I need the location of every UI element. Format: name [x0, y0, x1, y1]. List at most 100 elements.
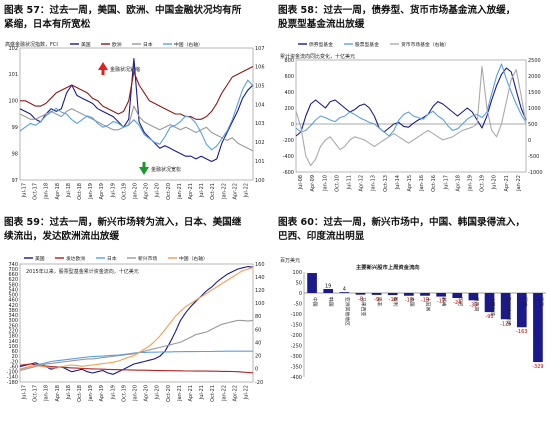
- chart-57-xtick-18: Jan-22: [221, 183, 227, 200]
- figure-57-title-line-2: 紧缩，日本有所宽松: [4, 19, 91, 30]
- chart-59-xtick-3: Apr-18: [55, 385, 61, 402]
- chart-59-ytick-left-8: 140: [8, 339, 18, 345]
- chart-59-xtick-13: Oct-20: [166, 385, 172, 402]
- chart-57-ytick-left-4: 101: [8, 72, 18, 78]
- figure-59: 图表 59：过去一周，新兴市场转为流入，日本、美国继 续流出，发达欧洲流出放缓 …: [0, 212, 272, 423]
- chart-58-ytick-left-5: 400: [284, 90, 294, 96]
- chart-60-ytick-9: 50: [296, 280, 302, 286]
- chart-58-ytick-left-3: 0: [291, 122, 294, 128]
- chart-60-ytick-7: -50: [294, 301, 302, 307]
- chart-59-ytick-left-21: 660: [8, 272, 18, 278]
- chart-60-bar-1: [323, 289, 334, 293]
- chart-59-xtick-1: Oct-17: [33, 385, 39, 402]
- chart-59-ytick-left-5: 20: [12, 354, 18, 360]
- chart-57-tight-arrow-icon: [98, 62, 108, 70]
- figure-59-title-line-2: 续流出，发达欧洲流出放缓: [4, 231, 120, 242]
- chart-59-ytick-left-4: -20: [10, 359, 18, 365]
- chart-60-ytick-6: -100: [291, 312, 302, 318]
- chart-60-chart-title: 主要新兴股市上周资金流向: [356, 263, 420, 271]
- chart-59-ytick-left-19: 580: [8, 282, 18, 288]
- chart-60-ylabel: 百万美元: [280, 257, 300, 264]
- chart-58-xtick-17: Apr-21: [504, 175, 510, 192]
- figure-60-title-line-1: 图表 60：过去一周，新兴市场中，中国、韩国录得流入，: [278, 217, 525, 228]
- chart-57-legend-label-2: 日本: [143, 41, 153, 48]
- chart-60-bar-7: [420, 293, 430, 296]
- chart-58-ytick-left-2: -200: [283, 138, 294, 144]
- chart-59-legend-label-3: 新兴市场: [138, 255, 157, 262]
- chart-58-ytick-right-7: 2500: [528, 58, 541, 64]
- chart-59-ylabel: 2015年以来，股票型基金累计资金流向，十亿美元: [26, 268, 139, 275]
- chart-59-ytick-right-7: 120: [255, 288, 265, 294]
- chart-57-xtick-9: Oct-19: [121, 183, 127, 200]
- chart-59-series-3-line: [19, 319, 254, 372]
- chart-58-xtick-7: Oct-13: [383, 175, 389, 192]
- chart-59-ytick-right-0: -20: [255, 380, 263, 386]
- chart-60-bar-5: [387, 293, 398, 296]
- chart-60-ytick-2: -300: [291, 354, 302, 360]
- chart-59-xtick-17: Oct-21: [210, 385, 216, 402]
- chart-59-legend-label-4: 中国（右轴）: [179, 255, 208, 262]
- chart-57-ytick-right-3: 103: [255, 121, 265, 127]
- chart-58-xtick-1: Apr-09: [310, 175, 316, 192]
- chart-57-xtick-11: Apr-20: [144, 183, 150, 200]
- chart-57-ytick-right-7: 107: [255, 46, 265, 52]
- chart-59-ytick-left-15: 420: [8, 303, 18, 309]
- chart-60-category-0: 中国: [312, 297, 319, 307]
- chart-58-ytick-right-2: 0: [528, 138, 531, 144]
- chart-60-category-13: 印度: [521, 297, 528, 307]
- figure-58-title-line-1: 图表 58：过去一周，债券型、货币市场基金流入放缓，: [278, 5, 516, 16]
- chart-59-xtick-14: Jan-21: [177, 385, 183, 402]
- chart-59-ytick-left-6: 60: [12, 349, 18, 355]
- chart-60-ytick-3: -250: [291, 343, 302, 349]
- chart-59-xtick-15: Apr-21: [188, 385, 194, 402]
- chart-59-xtick-7: Apr-19: [99, 385, 105, 402]
- chart-57-ytick-right-6: 106: [255, 65, 265, 71]
- chart-60-category-7: 土耳其: [425, 297, 432, 312]
- chart-58: 累计资金流向同比变化，十亿美元 债券型基金 股票型基金 货币市场基金（右轴） -600 -…: [280, 41, 543, 192]
- chart-60-category-11: 中国台湾: [489, 297, 496, 316]
- chart-58-ytick-right-3: 500: [528, 122, 538, 128]
- chart-58-legend-label-0: 债券型基金: [309, 41, 333, 48]
- chart-57-series-2-line: [19, 105, 254, 152]
- chart-58-ytick-right-0: -1000: [528, 170, 543, 176]
- chart-60-data-label-14: -329: [532, 364, 543, 370]
- chart-57-xtick-15: Apr-21: [188, 183, 194, 200]
- chart-60-category-8: 越南: [441, 297, 448, 307]
- chart-60-category-5: 智利: [392, 297, 399, 307]
- chart-59-xtick-11: Apr-20: [144, 385, 150, 402]
- chart-57-xtick-1: Oct-17: [33, 183, 39, 200]
- chart-59-ytick-right-3: 40: [255, 340, 261, 346]
- chart-59-xtick-6: Jan-19: [88, 385, 94, 402]
- chart-58-ytick-left-7: 800: [284, 58, 294, 64]
- chart-58-ytick-left-6: 600: [284, 74, 294, 80]
- chart-59-ytick-left-11: 260: [8, 323, 18, 329]
- chart-58-xtick-18: Jan-22: [516, 175, 522, 192]
- figure-60: 图表 60：过去一周，新兴市场中，中国、韩国录得流入， 巴西、印度流出明显 百万…: [276, 212, 550, 423]
- chart-57-ytick-right-1: 101: [255, 159, 265, 165]
- chart-57-ytick-right-4: 104: [255, 102, 265, 108]
- chart-60-bar-4: [371, 293, 382, 295]
- chart-58-xtick-5: Apr-12: [359, 175, 365, 192]
- chart-59-ytick-left-10: 220: [8, 328, 18, 334]
- chart-58-ytick-left-1: -400: [283, 154, 294, 160]
- chart-59-ytick-left-14: 380: [8, 308, 18, 314]
- chart-59-series-4-line: [19, 266, 254, 370]
- chart-57-legend-label-3: 中国（右轴）: [174, 41, 203, 48]
- chart-60-bar-2: [339, 292, 350, 293]
- chart-59-ytick-left-2: -100: [7, 370, 18, 376]
- chart-59-ytick-left-16: 460: [8, 298, 18, 304]
- chart-60-ytick-1: -350: [291, 364, 302, 370]
- chart-57-xtick-5: Oct-18: [77, 183, 83, 200]
- chart-60-ytick-0: -400: [291, 375, 302, 381]
- chart-59-ytick-right-5: 80: [255, 314, 261, 320]
- chart-60-bar-14: [533, 293, 543, 363]
- chart-60-data-label-4: -9: [374, 297, 379, 303]
- figure-58-title-line-2: 股票型基金流出放缓: [278, 19, 365, 30]
- chart-58-legend-label-2: 货币市场基金（右轴）: [401, 41, 449, 48]
- chart-60-data-label-7: -13: [421, 298, 429, 304]
- chart-60-bar-8: [436, 293, 446, 297]
- chart-58-xtick-9: Apr-15: [407, 175, 413, 192]
- chart-58-ylabel: 累计资金流向同比变化，十亿美元: [280, 53, 355, 60]
- chart-60-data-label-11: -91: [485, 314, 493, 320]
- chart-60-data-label-8: -17: [437, 299, 445, 305]
